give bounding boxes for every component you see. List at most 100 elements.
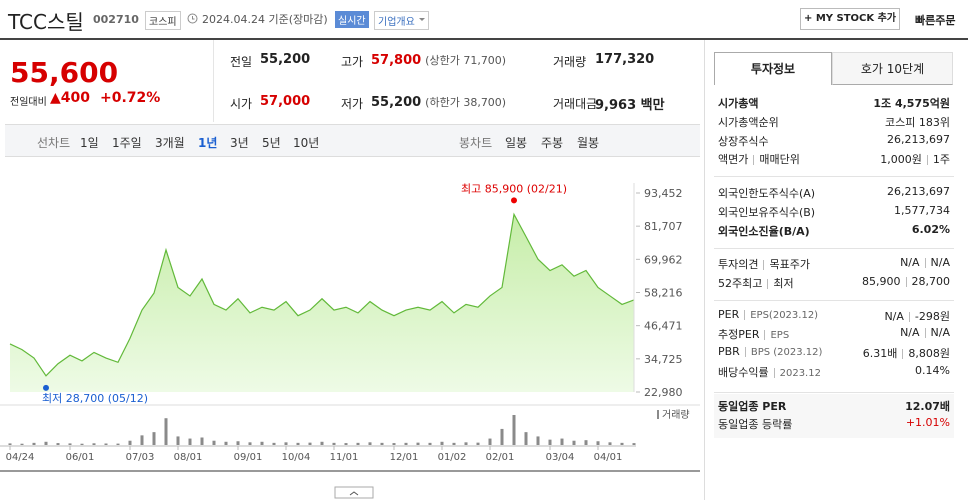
summary-label: 거래대금: [553, 97, 598, 111]
info-label: 시가총액순위: [718, 114, 779, 132]
low-point: [43, 384, 49, 391]
tab[interactable]: 일봉: [505, 136, 528, 150]
info-value: 12.07배: [905, 398, 950, 416]
separator: [764, 330, 766, 340]
label: 외국인보유주식수(B): [718, 206, 816, 219]
volume-bar: [296, 442, 300, 445]
panel-divider: [704, 40, 705, 500]
current-price: 55,600: [10, 56, 119, 89]
summary-value: 177,320: [595, 52, 654, 67]
tab[interactable]: 주봉: [541, 136, 564, 150]
volume-bar: [56, 443, 60, 445]
overview-button[interactable]: 기업개요: [374, 11, 429, 30]
tab[interactable]: 3개월: [155, 136, 185, 150]
label: 추정PER: [718, 328, 760, 341]
separator: [905, 277, 907, 287]
value: 6.31배: [862, 347, 898, 360]
tab[interactable]: 5년: [262, 136, 281, 150]
group-line: [714, 176, 954, 177]
x-tick-label: 02/01: [486, 452, 515, 463]
volume-bar: [620, 442, 624, 445]
volume-bar: [236, 441, 240, 445]
stock-code: 002710: [93, 13, 139, 26]
group-line: [714, 248, 954, 249]
volume-bar: [368, 442, 372, 445]
summary-value: 55,200: [260, 52, 310, 67]
high-point: [511, 197, 517, 204]
tab[interactable]: 1일: [80, 136, 99, 150]
tab[interactable]: 월봉: [577, 136, 600, 150]
value: 85,900: [862, 275, 901, 288]
volume-bar: [404, 442, 408, 445]
change-rate: +0.72%: [100, 90, 161, 106]
y-tick-label: 81,707: [644, 220, 683, 233]
volume-bar: [560, 438, 564, 445]
tab[interactable]: 3년: [230, 136, 249, 150]
info-label: PER EPS(2023.12): [718, 308, 818, 326]
value: 코스피 183위: [885, 116, 950, 129]
volume-bar: [572, 440, 576, 445]
tab[interactable]: 10년: [293, 136, 320, 150]
volume-legend-key: [657, 410, 659, 419]
separator: [924, 258, 926, 268]
info-value: N/A N/A: [900, 326, 950, 344]
value: 12.07배: [905, 400, 950, 413]
clock-icon: [187, 13, 198, 24]
info-row: PBR BPS (2023.12) 6.31배 8,808원: [718, 345, 950, 363]
info-tab[interactable]: 투자정보: [714, 52, 832, 85]
volume-bar: [596, 441, 600, 445]
label: 시가총액순위: [718, 116, 779, 129]
value: 1,000원: [880, 153, 922, 166]
volume-bar: [392, 443, 396, 445]
volume-bar: [584, 440, 588, 445]
value: 28,700: [911, 275, 951, 288]
y-tick-label: 58,216: [644, 287, 683, 300]
info-value: 1,577,734: [894, 204, 950, 222]
mystock-button[interactable]: + MY STOCK 추가: [800, 8, 900, 30]
volume-bar: [176, 436, 180, 445]
x-tick-label: 06/01: [66, 452, 95, 463]
label: 2023.12: [779, 368, 821, 379]
value: 177,320: [595, 52, 655, 67]
value: 6.02%: [911, 223, 950, 236]
group-bg: [714, 394, 954, 438]
info-label: 추정PER EPS: [718, 326, 789, 344]
volume-bar: [488, 438, 492, 445]
summary-label: 거래량: [553, 55, 587, 69]
info-label: 52주최고 최저: [718, 275, 794, 293]
quick-order[interactable]: 빠른주문: [915, 14, 956, 27]
summary-value: 57,000: [260, 94, 310, 109]
info-row: 투자의견 목표주가 N/A N/A: [718, 256, 950, 274]
y-tick-label: 69,962: [644, 253, 683, 266]
volume-bar: [524, 432, 528, 445]
volume-bar: [428, 442, 432, 445]
info-value: 85,900 28,700: [862, 275, 950, 293]
label: 동일업종 PER: [718, 400, 787, 413]
volume-bar: [152, 432, 156, 445]
info-row: 액면가 매매단위 1,000원 1주: [718, 151, 950, 169]
info-tab[interactable]: 호가 10단계: [832, 52, 953, 85]
value: 55,200: [371, 95, 422, 110]
chart: 22,980 34,725 46,471 58,216 69,962 81,707 93,4…: [0, 182, 700, 499]
divider: [213, 40, 214, 122]
x-tick-label: 08/01: [174, 452, 203, 463]
info-value: 1조 4,575억원: [873, 95, 950, 113]
value: N/A: [930, 326, 950, 339]
tab[interactable]: 1주일: [112, 136, 142, 150]
volume-bar: [416, 442, 420, 445]
market-badge: 코스피: [145, 11, 181, 30]
price-line: [9, 212, 635, 377]
value: 57,000: [260, 94, 311, 109]
x-tick-label: 01/02: [438, 452, 467, 463]
separator: [908, 312, 910, 322]
volume-bar: [188, 438, 192, 445]
label: 배당수익률: [718, 366, 769, 379]
volume-bar: [548, 439, 552, 445]
value: 8,808원: [908, 347, 950, 360]
x-tick-label: 07/03: [126, 452, 155, 463]
volume-bar: [272, 442, 276, 445]
tab[interactable]: 1년: [198, 136, 218, 150]
value: 1,577,734: [894, 204, 950, 217]
info-row: 외국인한도주식수(A) 26,213,697: [718, 185, 950, 203]
area-fill: [10, 214, 634, 392]
